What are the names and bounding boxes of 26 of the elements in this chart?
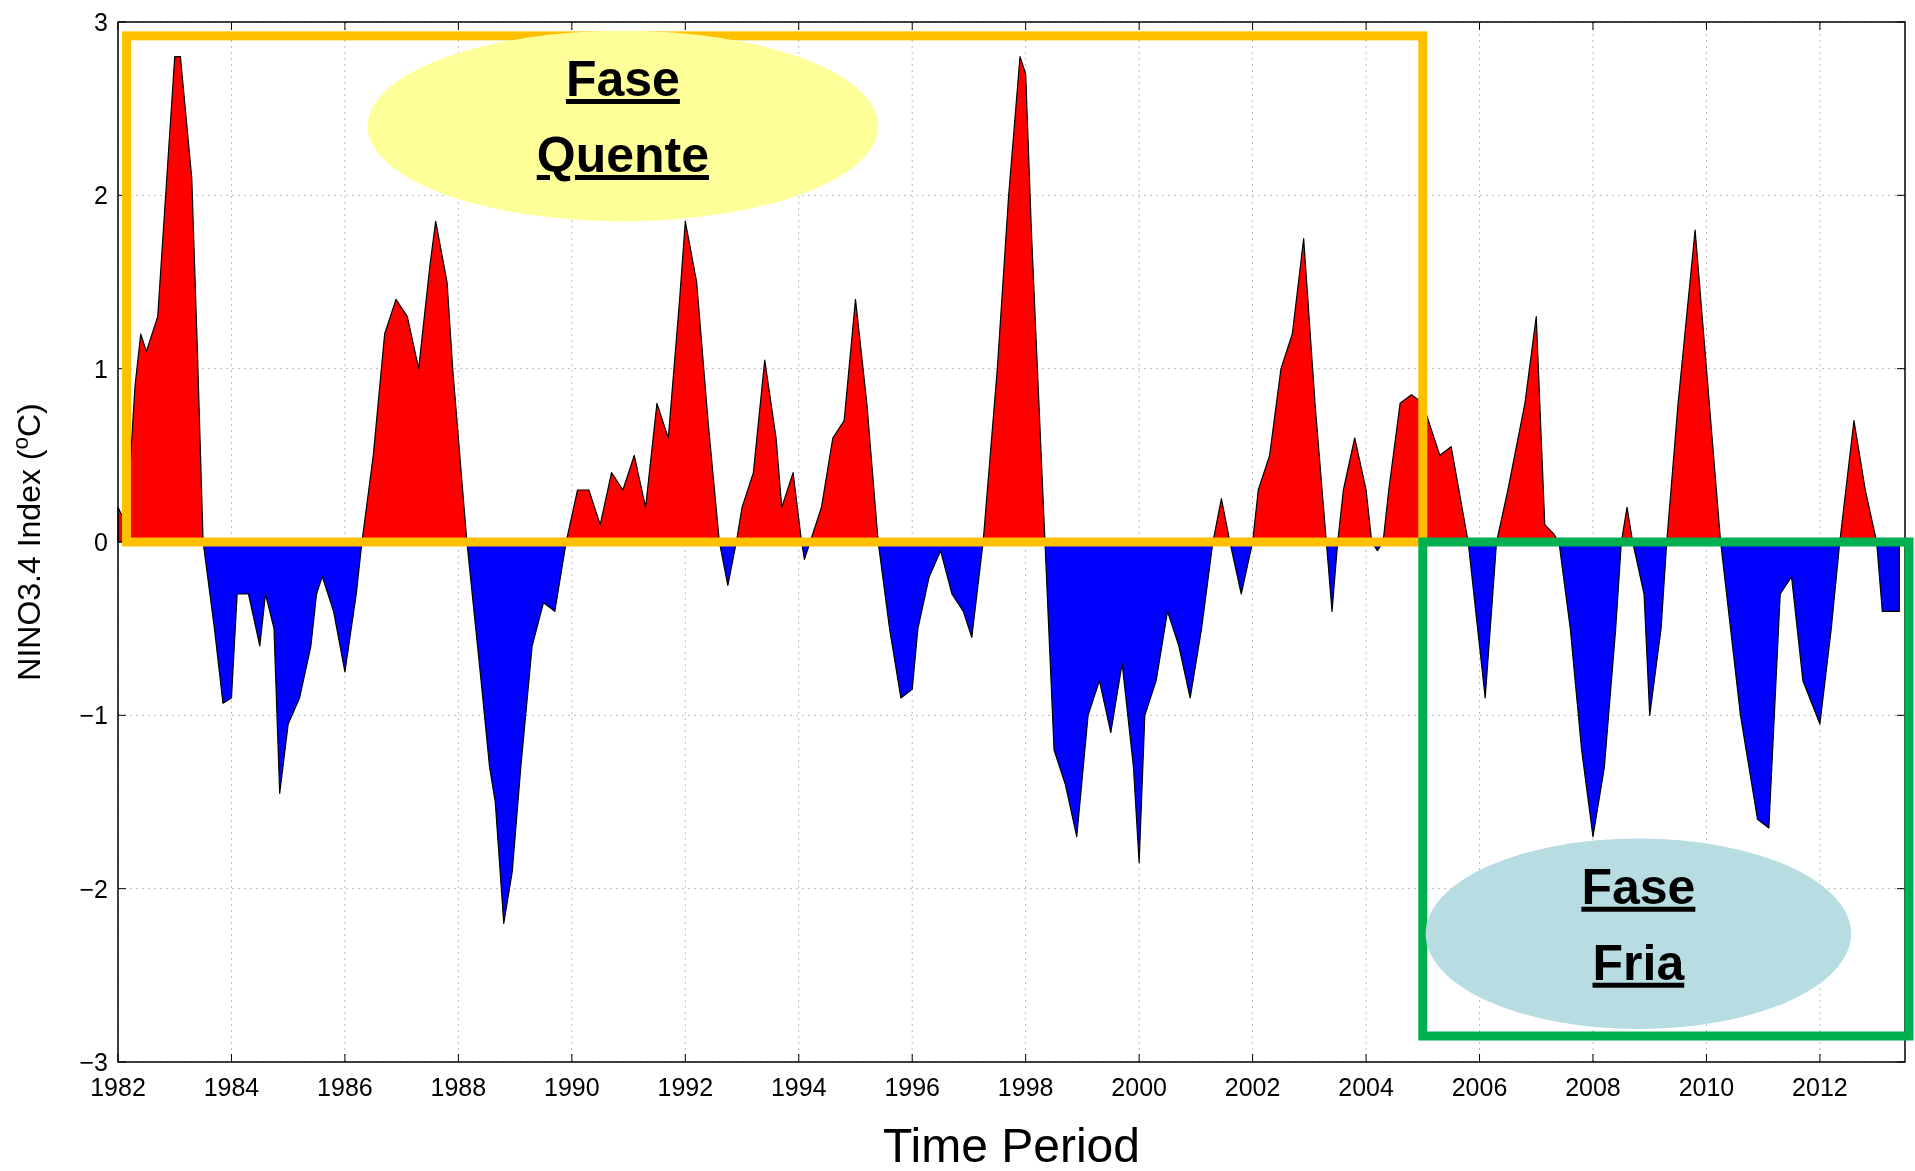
x-tick-label: 2004: [1338, 1073, 1394, 1101]
x-tick-label: 2000: [1111, 1073, 1167, 1101]
y-tick-label: −1: [79, 701, 108, 730]
annotation: Fase Fria: [1581, 858, 1696, 991]
x-tick-label: 1994: [770, 1073, 827, 1101]
y-tick-label: 3: [94, 8, 108, 36]
y-tick-label: 1: [94, 354, 108, 383]
x-tick-label: 2008: [1565, 1073, 1621, 1101]
x-tick-label: 1990: [544, 1073, 600, 1101]
x-tick-label: 2002: [1224, 1073, 1281, 1101]
y-tick-label: −2: [79, 874, 108, 903]
annotation: Fase Quente: [536, 51, 710, 183]
x-tick-label: 2010: [1678, 1073, 1735, 1101]
y-tick-label: 2: [94, 181, 108, 210]
x-axis-title: Time Period: [883, 1119, 1140, 1171]
x-tick-label: 1996: [884, 1073, 941, 1101]
x-tick-label: 1992: [657, 1073, 714, 1101]
x-tick-label: 2012: [1792, 1073, 1848, 1101]
x-tick-label: 1988: [430, 1073, 487, 1101]
x-tick-label: 1998: [997, 1073, 1054, 1101]
y-tick-label: 0: [94, 528, 108, 556]
x-tick-label: 2006: [1451, 1073, 1508, 1101]
x-tick-label: 1984: [203, 1073, 260, 1101]
y-tick-label: −3: [79, 1048, 108, 1076]
x-tick-label: 1986: [317, 1073, 373, 1101]
x-tick-label: 1982: [90, 1073, 146, 1101]
